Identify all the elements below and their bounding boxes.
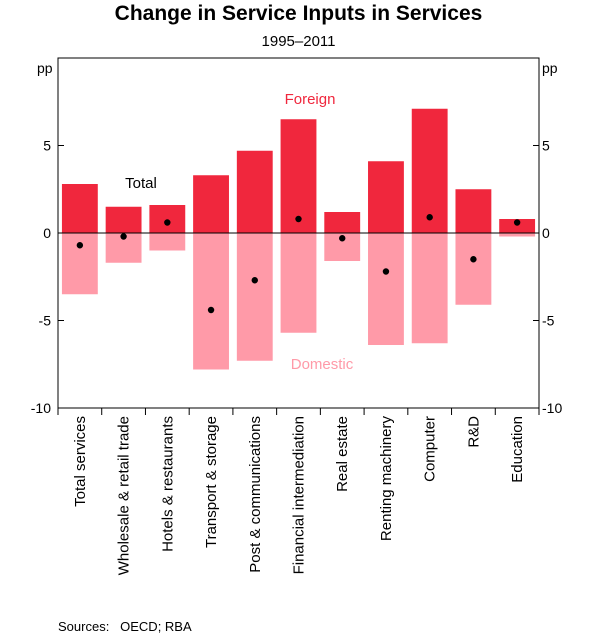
source-note: Sources: OECD; RBA: [58, 619, 192, 634]
x-tick-label-6: Real estate: [334, 416, 351, 492]
bar-foreign-0: [61, 184, 98, 233]
point-total-8: [426, 214, 433, 221]
y-axis-unit-right: pp: [542, 60, 558, 76]
foreign-series-label: Foreign: [285, 91, 336, 108]
chart-subtitle: 1995–2011: [261, 33, 336, 50]
bar-foreign-6: [324, 212, 361, 233]
point-total-9: [470, 256, 477, 263]
x-tick-label-1: Wholesale & retail trade: [116, 416, 133, 575]
bar-foreign-7: [368, 161, 404, 233]
point-total-5: [295, 215, 302, 223]
point-total-10: [513, 219, 521, 226]
x-tick-label-10: Education: [509, 416, 526, 483]
bar-domestic-3: [193, 233, 229, 370]
chart-title: Change in Service Inputs in Services: [114, 2, 483, 25]
y-tick-label-left: 5: [43, 138, 51, 154]
x-tick-label-8: Computer: [422, 416, 439, 482]
bar-foreign-10: [499, 219, 536, 233]
point-total-1: [120, 233, 127, 240]
bar-foreign-9: [455, 189, 492, 233]
bar-domestic-8: [411, 233, 448, 344]
point-total-2: [164, 219, 171, 226]
bar-domestic-4: [236, 233, 273, 361]
domestic-series-label: Domestic: [291, 356, 354, 373]
y-tick-label-right: -5: [542, 313, 555, 329]
x-tick-label-2: Hotels & restaurants: [159, 416, 176, 552]
bar-domestic-7: [368, 233, 404, 345]
y-tick-label-right: 5: [542, 138, 550, 154]
point-total-6: [339, 235, 346, 242]
bar-foreign-2: [149, 205, 186, 233]
point-total-0: [76, 242, 84, 249]
y-tick-label-left: -10: [31, 400, 51, 416]
y-tick-label-left: -5: [39, 313, 52, 329]
x-tick-label-7: Renting machinery: [378, 416, 395, 542]
bar-domestic-9: [455, 233, 492, 305]
bar-domestic-2: [149, 233, 186, 251]
point-total-3: [207, 306, 215, 314]
y-tick-label-left: 0: [43, 225, 51, 241]
bar-domestic-5: [280, 233, 317, 333]
x-tick-label-0: Total services: [72, 416, 89, 507]
x-tick-label-3: Transport & storage: [203, 416, 220, 548]
bar-foreign-5: [280, 119, 317, 233]
x-tick-label-9: R&D: [465, 416, 482, 448]
total-series-label: Total: [125, 175, 157, 192]
point-total-4: [251, 277, 258, 284]
y-tick-label-right: -10: [542, 400, 562, 416]
bar-foreign-3: [193, 175, 229, 233]
x-tick-label-5: Financial intermediation: [291, 416, 308, 574]
bar-foreign-1: [105, 206, 142, 233]
bar-foreign-8: [411, 108, 448, 233]
point-total-7: [382, 268, 390, 275]
x-tick-label-4: Post & communications: [247, 416, 264, 573]
bar-foreign-4: [236, 150, 273, 233]
bar-domestic-10: [499, 233, 536, 237]
y-tick-label-right: 0: [542, 225, 550, 241]
y-axis-unit-left: pp: [37, 60, 53, 76]
